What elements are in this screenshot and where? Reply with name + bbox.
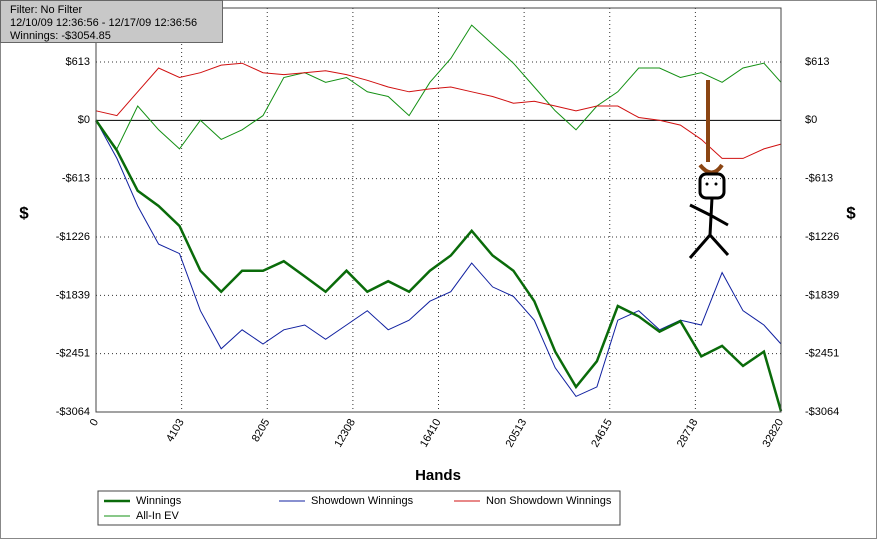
legend-label: All-In EV (136, 510, 179, 522)
y-tick-label: -$2451 (56, 348, 90, 360)
y-axis-label-right: $ (846, 203, 856, 222)
y-tick-label-right: -$2451 (805, 348, 839, 360)
y-axis-label: $ (19, 203, 29, 222)
series-line (94, 119, 783, 412)
y-tick-label-right: -$613 (805, 173, 833, 185)
y-tick-label: -$3064 (56, 406, 90, 418)
y-tick-label-right: $613 (805, 56, 829, 68)
info-text: Filter: No Filter (10, 4, 82, 16)
y-tick-label-right: -$1226 (805, 231, 839, 243)
x-axis-label: Hands (415, 467, 461, 484)
series-line (95, 24, 782, 150)
series-line (95, 62, 782, 159)
info-box (0, 0, 223, 43)
info-text: Winnings: -$3054.85 (10, 30, 111, 42)
x-tick-label: 0 (88, 417, 101, 428)
y-tick-label: -$1839 (56, 289, 90, 301)
y-tick-label: $0 (78, 114, 90, 126)
y-tick-label: -$613 (62, 173, 90, 185)
y-tick-label: $613 (66, 56, 90, 68)
legend-label: Non Showdown Winnings (486, 495, 612, 507)
series-line (95, 120, 782, 398)
doodle (688, 80, 730, 259)
legend-label: Showdown Winnings (311, 495, 414, 507)
y-tick-label-right: $0 (805, 114, 817, 126)
y-tick-label-right: -$3064 (805, 406, 839, 418)
y-tick-label: -$1226 (56, 231, 90, 243)
legend-label: Winnings (136, 495, 182, 507)
legend (97, 490, 621, 526)
plot-border (95, 7, 782, 413)
y-tick-label-right: -$1839 (805, 289, 839, 301)
info-text: 12/10/09 12:36:56 - 12/17/09 12:36:56 (10, 17, 197, 29)
